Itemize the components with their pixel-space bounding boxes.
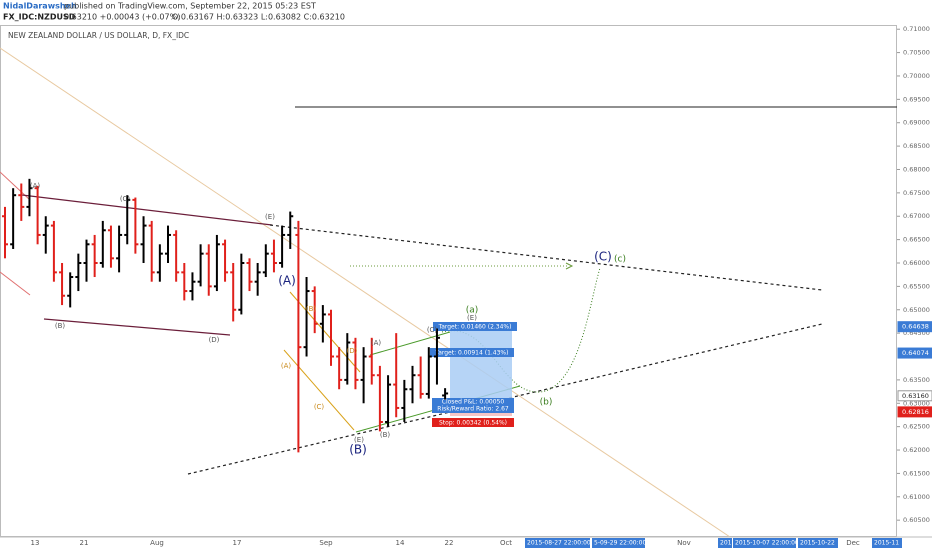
date-label-box: [798, 538, 838, 548]
wave-label: (E): [467, 314, 477, 322]
price-marker-label: 0.63160: [902, 392, 929, 400]
stop-label: Stop: 0.00342 (0.54%): [439, 420, 507, 427]
y-tick-label: 0.67500: [903, 189, 930, 197]
wave-label: (b): [540, 398, 553, 408]
price-marker: [897, 390, 932, 402]
date-label-box: [525, 538, 590, 548]
published: published on TradingView.com, September …: [64, 2, 316, 11]
wave-label: (B): [306, 305, 317, 313]
x-tick-label: 17: [233, 539, 242, 547]
chart-title: NEW ZEALAND DOLLAR / US DOLLAR, D, FX_ID…: [8, 31, 189, 40]
arrow-head: [565, 262, 574, 270]
wave-label: (B): [55, 322, 66, 330]
y-tick-label: 0.70000: [903, 72, 930, 80]
x-tick-label: Aug: [150, 539, 164, 547]
symbol: FX_IDC:NZDUSD: [3, 13, 76, 22]
wave-label: (B): [349, 443, 367, 457]
author: NidalDarawsheh: [3, 2, 77, 11]
wave-label: (a): [466, 306, 479, 316]
y-tick-label: 0.62500: [903, 423, 930, 431]
y-tick-label: 0.62000: [903, 446, 930, 454]
target-label: Target: 0.00914 (1.43%): [435, 350, 509, 357]
wave-label: (A): [281, 362, 292, 370]
wave-label: (E): [265, 213, 275, 221]
wave-label: (C): [594, 250, 612, 264]
date-label: 201: [720, 540, 732, 547]
trend-line: [0, 271, 31, 296]
wave-label: (C): [120, 195, 131, 203]
wave-label: (E): [354, 436, 364, 444]
date-label: 2015-11: [874, 540, 899, 547]
y-tick-label: 0.60500: [903, 516, 930, 524]
y-tick-label: 0.67000: [903, 212, 930, 220]
price-marker-label: 0.64638: [902, 323, 929, 331]
y-tick-label: 0.61000: [903, 493, 930, 501]
y-tick-label: 0.65500: [903, 282, 930, 290]
y-tick-label: 0.68000: [903, 165, 930, 173]
wave-label: (C): [427, 326, 438, 334]
y-tick-label: 0.71000: [903, 25, 930, 33]
wave-label: (c): [614, 255, 626, 265]
y-tick-label: 0.63500: [903, 376, 930, 384]
y-tick-label: 0.68500: [903, 142, 930, 150]
trend-line: [269, 224, 823, 291]
date-label-box: [718, 538, 732, 548]
wave-label: (D): [209, 336, 220, 344]
price-marker-label: 0.62816: [902, 408, 929, 416]
x-tick-label: Dec: [846, 539, 860, 547]
target-zone: [450, 330, 512, 398]
date-label: 5-09-29 22:00:00: [594, 540, 646, 547]
wave-label: (A): [371, 339, 382, 347]
wave-label: (C): [314, 403, 325, 411]
y-tick-label: 0.66000: [903, 259, 930, 267]
y-tick-label: 0.65000: [903, 306, 930, 314]
ohlc: O:0.63167 H:0.63323 L:0.63082 C:0.63210: [172, 13, 345, 22]
label-box: [432, 398, 514, 413]
date-label-box: [592, 538, 645, 548]
trend-line: [0, 47, 731, 538]
rr-label: Risk/Reward Ratio: 2.67: [437, 406, 509, 413]
y-tick-label: 0.66500: [903, 236, 930, 244]
x-tick-label: Sep: [319, 539, 333, 547]
date-label: 2015-10-07 22:00:00: [735, 540, 799, 547]
x-tick-label: 21: [80, 539, 89, 547]
x-tick-label: 14: [396, 539, 405, 547]
channel-line: [289, 291, 361, 373]
y-tick-label: 0.64500: [903, 329, 930, 337]
date-label-box: [872, 538, 902, 548]
pnl-label: Closed P&L: 0.00050: [442, 399, 505, 406]
wave-label: (D): [347, 347, 358, 355]
date-label: 2015-08-27 22:00:00: [527, 540, 591, 547]
x-tick-label: 22: [445, 539, 454, 547]
x-tick-label: 13: [31, 539, 40, 547]
channel-line: [283, 349, 355, 431]
label-box: [432, 418, 514, 427]
wave-label: (A): [30, 182, 41, 190]
x-tick-label: Nov: [677, 539, 691, 547]
date-label-box: [733, 538, 796, 548]
label-box: [433, 322, 517, 331]
price-marker: [897, 347, 932, 359]
label-box: [430, 348, 514, 357]
x-tick-label: Oct: [500, 539, 512, 547]
y-tick-label: 0.63000: [903, 399, 930, 407]
price-marker-label: 0.64074: [902, 349, 929, 357]
date-label: 2015-10-22: [800, 540, 835, 547]
trend-line: [21, 194, 273, 226]
y-tick-label: 0.69000: [903, 119, 930, 127]
target-label: Target: 0.01460 (2.34%): [438, 324, 512, 331]
trend-line: [43, 318, 231, 336]
wave-label: (B): [380, 431, 391, 439]
y-tick-label: 0.70500: [903, 49, 930, 57]
wave-label: (A): [278, 274, 296, 288]
y-tick-label: 0.61500: [903, 469, 930, 477]
y-tick-label: 0.69500: [903, 95, 930, 103]
price-marker: [897, 406, 932, 418]
price-marker: [897, 321, 932, 333]
quote: 0.63210 +0.00043 (+0.07%): [64, 13, 180, 22]
